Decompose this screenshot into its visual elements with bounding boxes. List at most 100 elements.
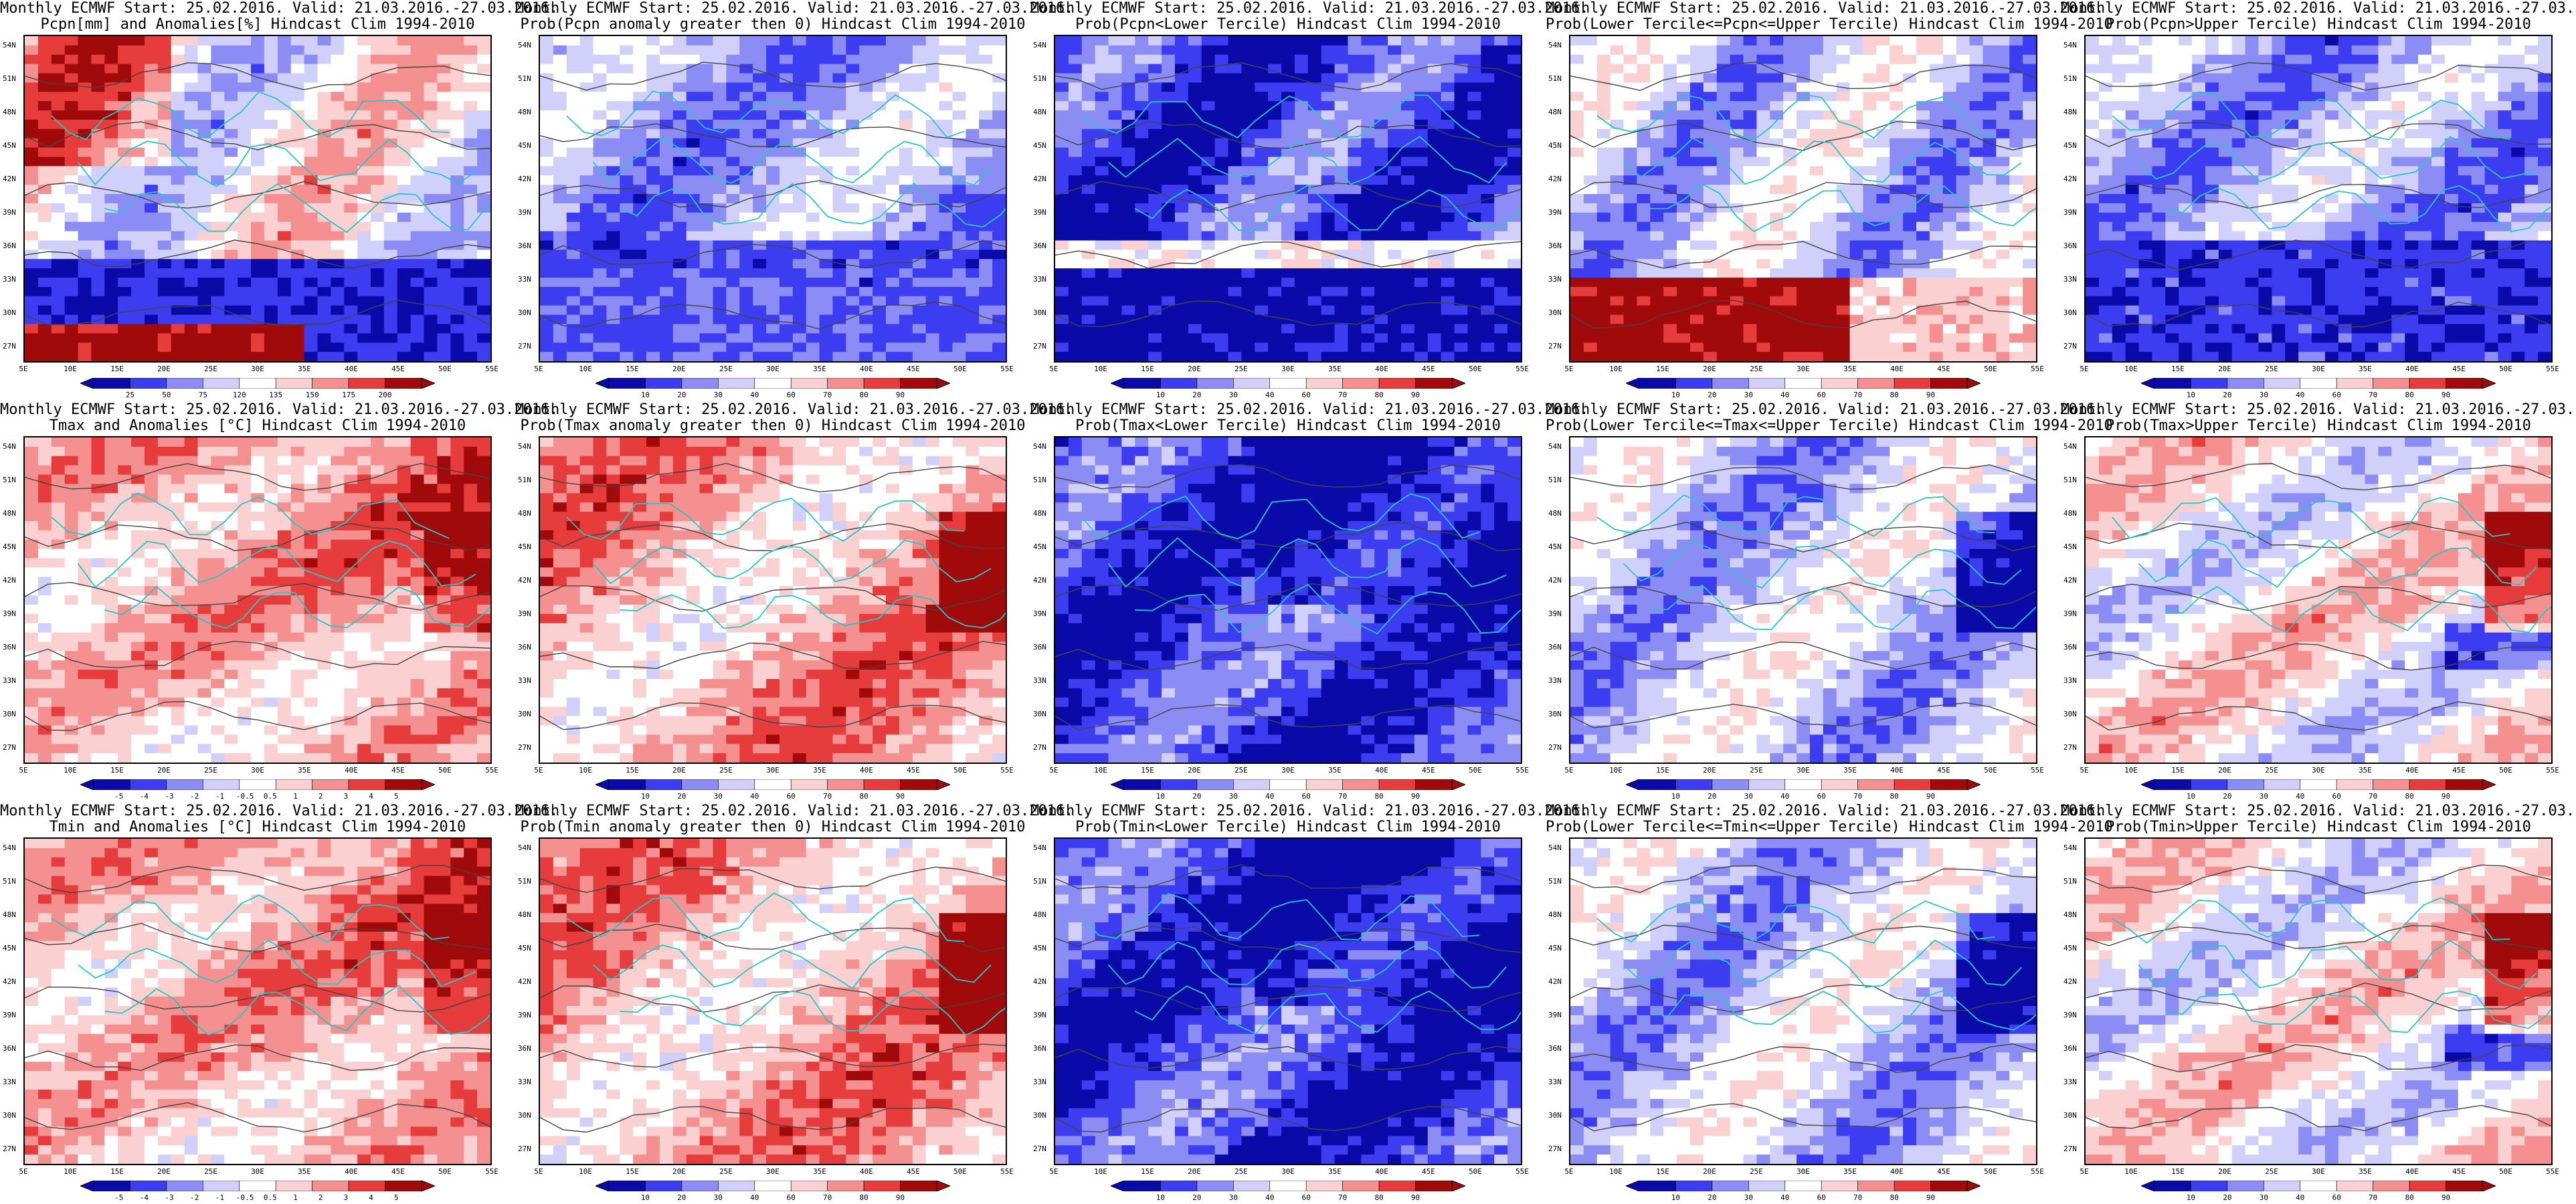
lon-label: 40E bbox=[1375, 766, 1388, 775]
lat-label: 36N bbox=[2063, 643, 2077, 651]
contour-line bbox=[2086, 182, 2551, 209]
lon-label: 5E bbox=[1049, 766, 1059, 775]
contour-line bbox=[2086, 864, 2551, 894]
lat-label: 45N bbox=[1033, 944, 1046, 952]
colorbar-tick-label: -3 bbox=[165, 1193, 174, 1202]
lon-label: 40E bbox=[2405, 1167, 2419, 1176]
colorbar-tick-label: 120 bbox=[232, 391, 246, 399]
map-panel-pcpn-anom: Monthly ECMWF Start: 25.02.2016. Valid: … bbox=[0, 0, 558, 401]
lon-label: 10E bbox=[1094, 1167, 1107, 1176]
colorbar-tick-label: 30 bbox=[1744, 1193, 1753, 1202]
coastline bbox=[51, 91, 450, 140]
lon-label: 40E bbox=[1375, 365, 1388, 373]
colorbar-tick-label: 80 bbox=[859, 1193, 868, 1202]
coastline bbox=[1623, 137, 2022, 185]
lon-label: 35E bbox=[813, 365, 826, 373]
lon-label: 35E bbox=[2359, 365, 2372, 373]
lon-label: 50E bbox=[1469, 1167, 1482, 1176]
colorbar-ticks: 10 20 30 40 60 70 80 90 bbox=[1111, 391, 1465, 401]
contour-line bbox=[1055, 1045, 1521, 1070]
colorbar-ticks: 10 20 30 40 60 70 80 90 bbox=[1111, 1194, 1465, 1203]
lat-label: 54N bbox=[518, 843, 531, 852]
lat-label: 54N bbox=[518, 41, 531, 49]
lat-label: 39N bbox=[3, 1011, 16, 1019]
lat-label: 39N bbox=[1548, 609, 1562, 618]
coastline bbox=[104, 183, 490, 233]
contour-line bbox=[1055, 464, 1521, 490]
map-panel-tmax-prob-pos: Monthly ECMWF Start: 25.02.2016. Valid: … bbox=[515, 401, 1073, 803]
contour-line bbox=[25, 121, 490, 150]
map-panel-tmin-prob-pos: Monthly ECMWF Start: 25.02.2016. Valid: … bbox=[515, 803, 1073, 1204]
lat-label: 39N bbox=[1033, 609, 1046, 618]
map-plot-area bbox=[1569, 35, 2037, 363]
panel-title-line2: Prob(Tmax>Upper Tercile) Hindcast Clim 1… bbox=[2106, 417, 2531, 434]
colorbar-ticks: 10 20 30 40 60 70 80 90 bbox=[2141, 1194, 2496, 1203]
lat-label: 36N bbox=[1548, 241, 1562, 250]
contour-line bbox=[25, 641, 490, 669]
lat-label: 42N bbox=[2063, 576, 2077, 585]
colorbar-tick-label: -0.5 bbox=[236, 1193, 254, 1202]
panel-title-line2: Prob(Lower Tercile<=Tmax<=Upper Tercile)… bbox=[1546, 417, 2113, 434]
lat-label: 48N bbox=[2063, 509, 2077, 518]
lon-label: 55E bbox=[1000, 365, 1014, 373]
panel-title-line2: Tmin and Anomalies [°C] Hindcast Clim 19… bbox=[49, 819, 466, 835]
lat-label: 36N bbox=[518, 643, 531, 651]
colorbar-tick-label: 30 bbox=[1744, 391, 1753, 399]
lon-label: 45E bbox=[907, 1167, 920, 1176]
lon-label: 25E bbox=[204, 766, 217, 775]
lat-label: 51N bbox=[1548, 476, 1562, 484]
lat-label: 36N bbox=[3, 643, 16, 651]
colorbar-tick-label: 40 bbox=[1780, 391, 1790, 399]
lat-label: 51N bbox=[1033, 476, 1046, 484]
coastline bbox=[1107, 537, 1507, 589]
colorbar bbox=[2141, 1181, 2496, 1191]
coastline bbox=[2138, 538, 2537, 588]
lat-label: 39N bbox=[518, 1011, 531, 1019]
contour-line bbox=[1570, 61, 2036, 91]
colorbar-tick-label: -0.5 bbox=[236, 792, 254, 801]
panel-title-line1: Monthly ECMWF Start: 25.02.2016. Valid: … bbox=[1030, 401, 1589, 418]
lat-label: 42N bbox=[518, 576, 531, 585]
panel-title-line1: Monthly ECMWF Start: 25.02.2016. Valid: … bbox=[2061, 803, 2576, 819]
coastline bbox=[1650, 989, 2036, 1034]
coastline bbox=[77, 138, 476, 187]
colorbar bbox=[80, 1181, 435, 1191]
colorbar bbox=[1626, 378, 1981, 389]
lat-label: 27N bbox=[3, 342, 16, 350]
lat-label: 51N bbox=[2063, 476, 2077, 484]
lat-label: 30N bbox=[518, 308, 531, 317]
lon-label: 25E bbox=[1750, 766, 1763, 775]
lat-label: 42N bbox=[1033, 175, 1046, 183]
colorbar-tick-label: 40 bbox=[1780, 1193, 1790, 1202]
lon-label: 10E bbox=[1609, 766, 1623, 775]
lat-label: 39N bbox=[1033, 1011, 1046, 1019]
colorbar-tick-label: 200 bbox=[378, 391, 392, 399]
colorbar-tick-label: 40 bbox=[1265, 792, 1275, 801]
lat-label: 54N bbox=[3, 442, 16, 451]
colorbar-tick-label: 30 bbox=[1228, 391, 1238, 399]
colorbar-tick-label: 80 bbox=[2405, 391, 2414, 399]
lat-label: 42N bbox=[1033, 977, 1046, 986]
colorbar-tick-label: 30 bbox=[1228, 792, 1238, 801]
map-panel-pcpn-prob-upper: Monthly ECMWF Start: 25.02.2016. Valid: … bbox=[2061, 0, 2576, 401]
lat-label: 48N bbox=[1033, 509, 1046, 518]
lat-label: 33N bbox=[2063, 676, 2077, 685]
contour-line bbox=[2086, 463, 2551, 491]
colorbar bbox=[2141, 378, 2496, 389]
colorbar-tick-label: 70 bbox=[2369, 391, 2378, 399]
lon-label: 50E bbox=[953, 365, 967, 373]
coastline bbox=[2112, 91, 2510, 140]
lat-label: 54N bbox=[1033, 41, 1046, 49]
lat-label: 48N bbox=[1548, 509, 1562, 518]
lon-label: 10E bbox=[1094, 365, 1107, 373]
map-plot-area bbox=[1054, 35, 1522, 363]
panel-title-line1: Monthly ECMWF Start: 25.02.2016. Valid: … bbox=[2061, 0, 2576, 17]
lon-label: 50E bbox=[1469, 365, 1482, 373]
colorbar-tick-label: 60 bbox=[1817, 1193, 1826, 1202]
contour-line bbox=[2086, 583, 2551, 611]
lat-label: 54N bbox=[2063, 843, 2077, 852]
lat-label: 33N bbox=[518, 275, 531, 284]
map-panel-tmax-prob-middle: Monthly ECMWF Start: 25.02.2016. Valid: … bbox=[1546, 401, 2113, 803]
lon-label: 50E bbox=[438, 365, 452, 373]
map-panel-tmin-prob-upper: Monthly ECMWF Start: 25.02.2016. Valid: … bbox=[2061, 803, 2576, 1204]
